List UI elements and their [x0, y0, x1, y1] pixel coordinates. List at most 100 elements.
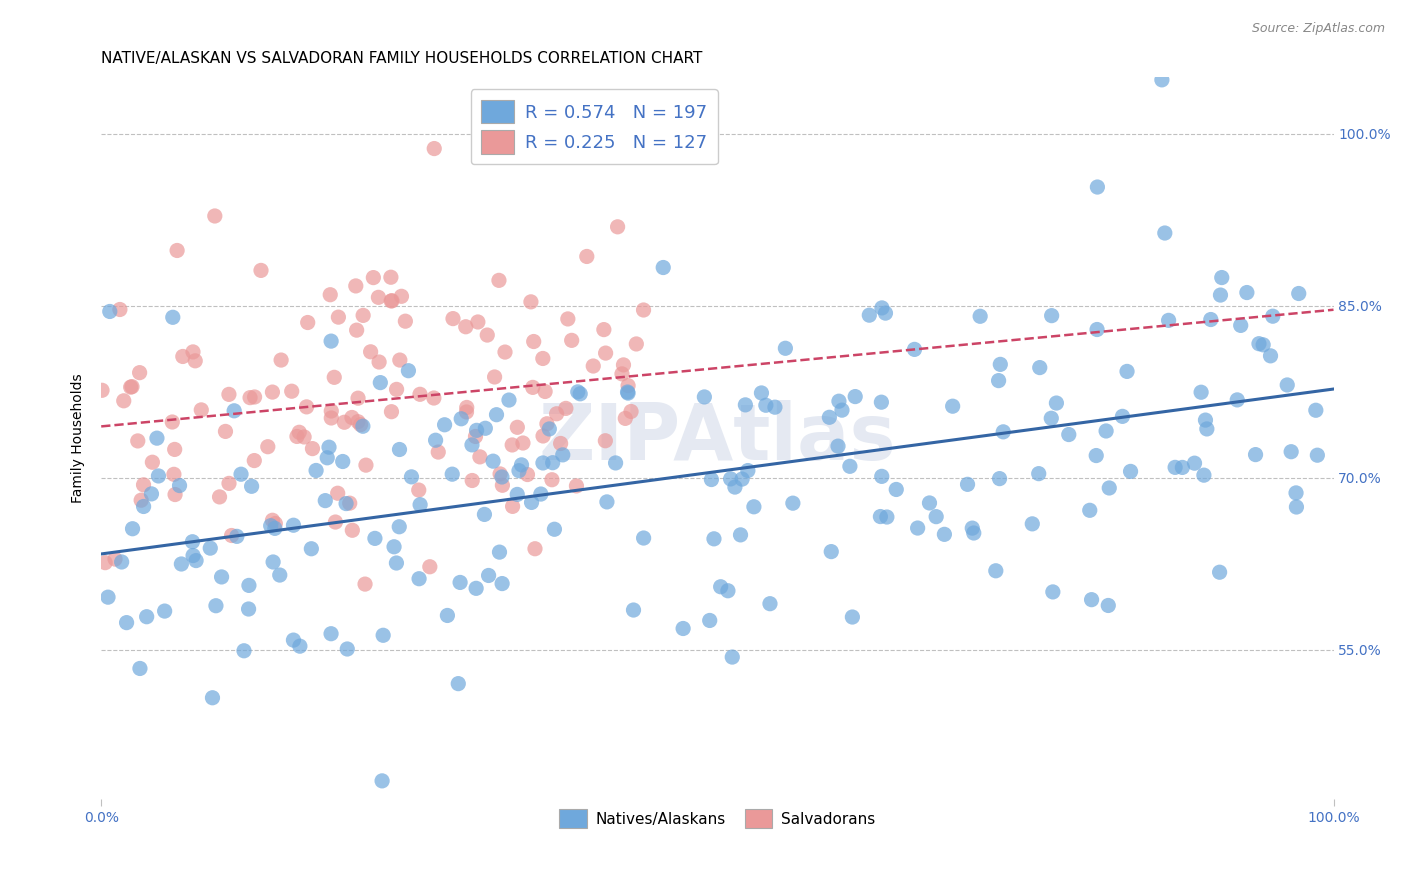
Point: [283, 518, 305, 533]
Point: [567, 384, 589, 399]
Point: [1229, 318, 1251, 333]
Point: [391, 289, 413, 303]
Point: [456, 405, 478, 419]
Point: [1078, 503, 1101, 517]
Point: [942, 399, 965, 413]
Point: [233, 644, 256, 658]
Point: [141, 455, 163, 469]
Point: [870, 469, 893, 483]
Point: [148, 469, 170, 483]
Point: [319, 287, 342, 301]
Point: [884, 483, 907, 497]
Point: [336, 642, 359, 657]
Point: [820, 544, 842, 558]
Point: [201, 690, 224, 705]
Point: [111, 555, 134, 569]
Point: [870, 395, 893, 409]
Point: [285, 429, 308, 443]
Point: [1040, 411, 1063, 425]
Point: [516, 467, 538, 482]
Point: [969, 310, 991, 324]
Point: [988, 357, 1011, 371]
Point: [501, 438, 523, 452]
Point: [1285, 486, 1308, 500]
Point: [419, 559, 441, 574]
Point: [166, 244, 188, 258]
Point: [367, 290, 389, 304]
Point: [256, 440, 278, 454]
Point: [1306, 448, 1329, 462]
Point: [262, 513, 284, 527]
Point: [1057, 427, 1080, 442]
Point: [610, 367, 633, 381]
Point: [450, 411, 472, 425]
Point: [672, 622, 695, 636]
Point: [606, 219, 628, 234]
Point: [132, 478, 155, 492]
Point: [1045, 396, 1067, 410]
Point: [1080, 592, 1102, 607]
Point: [218, 476, 240, 491]
Point: [394, 314, 416, 328]
Point: [269, 568, 291, 582]
Point: [1098, 481, 1121, 495]
Point: [962, 521, 984, 535]
Point: [447, 676, 470, 690]
Point: [541, 456, 564, 470]
Point: [129, 493, 152, 508]
Point: [1247, 336, 1270, 351]
Point: [918, 496, 941, 510]
Text: Source: ZipAtlas.com: Source: ZipAtlas.com: [1251, 22, 1385, 36]
Point: [333, 415, 356, 429]
Point: [283, 633, 305, 648]
Point: [221, 528, 243, 542]
Point: [382, 540, 405, 554]
Point: [1279, 444, 1302, 458]
Point: [934, 527, 956, 541]
Point: [370, 376, 392, 390]
Point: [200, 541, 222, 556]
Point: [1260, 349, 1282, 363]
Point: [489, 467, 512, 481]
Point: [1277, 378, 1299, 392]
Point: [427, 445, 450, 459]
Point: [1164, 460, 1187, 475]
Point: [595, 434, 617, 448]
Point: [506, 487, 529, 501]
Point: [408, 572, 430, 586]
Point: [368, 355, 391, 369]
Point: [717, 583, 740, 598]
Point: [595, 346, 617, 360]
Point: [441, 467, 464, 482]
Point: [1116, 364, 1139, 378]
Point: [1226, 392, 1249, 407]
Point: [494, 345, 516, 359]
Point: [371, 773, 394, 788]
Point: [1042, 585, 1064, 599]
Point: [724, 480, 747, 494]
Point: [1251, 338, 1274, 352]
Point: [352, 419, 374, 434]
Point: [468, 450, 491, 464]
Point: [623, 603, 645, 617]
Point: [388, 353, 411, 368]
Point: [163, 442, 186, 457]
Point: [409, 498, 432, 512]
Point: [190, 403, 212, 417]
Point: [1236, 285, 1258, 300]
Point: [464, 429, 486, 443]
Point: [721, 650, 744, 665]
Point: [323, 370, 346, 384]
Point: [325, 515, 347, 529]
Point: [262, 385, 284, 400]
Point: [373, 628, 395, 642]
Point: [1028, 467, 1050, 481]
Point: [240, 479, 263, 493]
Point: [388, 442, 411, 457]
Point: [1285, 500, 1308, 514]
Point: [522, 380, 544, 394]
Point: [1085, 449, 1108, 463]
Point: [582, 359, 605, 373]
Point: [869, 509, 891, 524]
Point: [121, 522, 143, 536]
